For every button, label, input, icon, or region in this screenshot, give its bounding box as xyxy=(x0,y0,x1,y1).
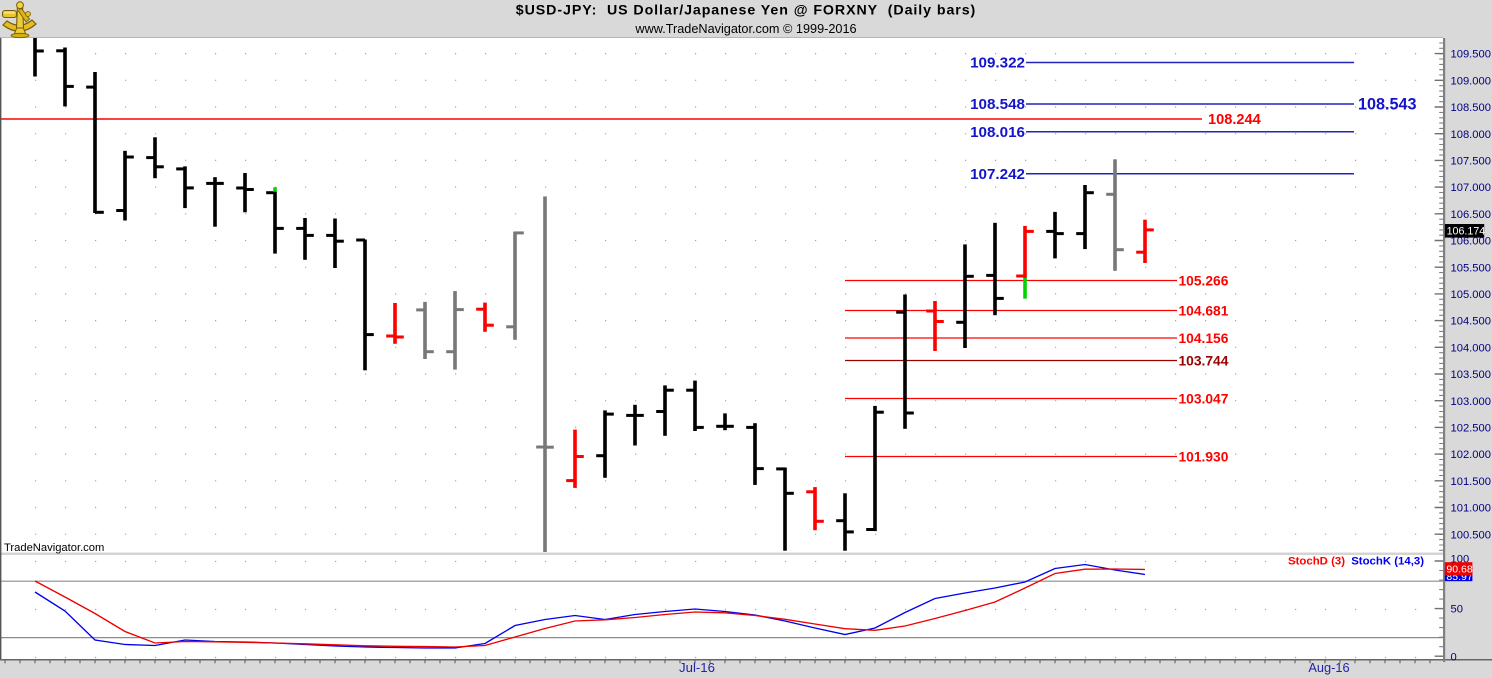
svg-text:109.322: 109.322 xyxy=(970,55,1025,72)
svg-text:105.000: 105.000 xyxy=(1451,289,1491,301)
svg-text:0: 0 xyxy=(1451,651,1457,663)
svg-text:85.97: 85.97 xyxy=(1446,571,1472,583)
svg-text:102.500: 102.500 xyxy=(1451,423,1491,435)
svg-text:103.047: 103.047 xyxy=(1179,391,1229,406)
svg-text:107.000: 107.000 xyxy=(1451,182,1491,194)
svg-text:107.500: 107.500 xyxy=(1451,156,1491,168)
svg-text:TradeNavigator.com: TradeNavigator.com xyxy=(4,542,104,554)
svg-text:Jul-16: Jul-16 xyxy=(679,660,715,675)
svg-text:StochD (3): StochD (3) xyxy=(1288,556,1345,568)
svg-text:102.000: 102.000 xyxy=(1451,449,1491,461)
svg-text:104.681: 104.681 xyxy=(1179,303,1229,318)
svg-text:108.543: 108.543 xyxy=(1358,96,1417,114)
svg-text:109.000: 109.000 xyxy=(1451,75,1491,87)
svg-text:108.016: 108.016 xyxy=(970,124,1025,141)
svg-text:100.500: 100.500 xyxy=(1451,529,1491,541)
svg-text:108.500: 108.500 xyxy=(1451,102,1491,114)
svg-text:50: 50 xyxy=(1451,604,1463,616)
svg-text:Aug-16: Aug-16 xyxy=(1308,660,1349,675)
svg-text:107.242: 107.242 xyxy=(970,166,1025,183)
svg-text:106.174: 106.174 xyxy=(1447,225,1486,237)
svg-text:108.548: 108.548 xyxy=(970,96,1025,113)
svg-text:108.000: 108.000 xyxy=(1451,129,1491,141)
svg-text:101.000: 101.000 xyxy=(1451,503,1491,515)
svg-text:101.500: 101.500 xyxy=(1451,476,1491,488)
svg-text:108.244: 108.244 xyxy=(1208,112,1262,128)
svg-text:104.500: 104.500 xyxy=(1451,316,1491,328)
svg-text:104.000: 104.000 xyxy=(1451,342,1491,354)
svg-text:103.500: 103.500 xyxy=(1451,369,1491,381)
svg-text:106.500: 106.500 xyxy=(1451,209,1491,221)
svg-text:105.266: 105.266 xyxy=(1179,273,1229,288)
svg-text:90.68: 90.68 xyxy=(1446,564,1472,576)
svg-text:105.500: 105.500 xyxy=(1451,262,1491,274)
svg-text:103.000: 103.000 xyxy=(1451,396,1491,408)
svg-text:106.000: 106.000 xyxy=(1451,236,1491,248)
svg-text:104.156: 104.156 xyxy=(1179,331,1229,346)
svg-text:109.500: 109.500 xyxy=(1451,49,1491,61)
svg-text:103.744: 103.744 xyxy=(1179,353,1229,368)
svg-text:$USD-JPY: US Dollar/Japanese: $USD-JPY: US Dollar/Japanese Yen @ FORXN… xyxy=(516,2,976,18)
svg-text:101.930: 101.930 xyxy=(1179,449,1229,464)
svg-text:www.TradeNavigator.com © 1999-: www.TradeNavigator.com © 1999-2016 xyxy=(634,22,856,36)
svg-text:StochK (14,3): StochK (14,3) xyxy=(1351,556,1424,568)
